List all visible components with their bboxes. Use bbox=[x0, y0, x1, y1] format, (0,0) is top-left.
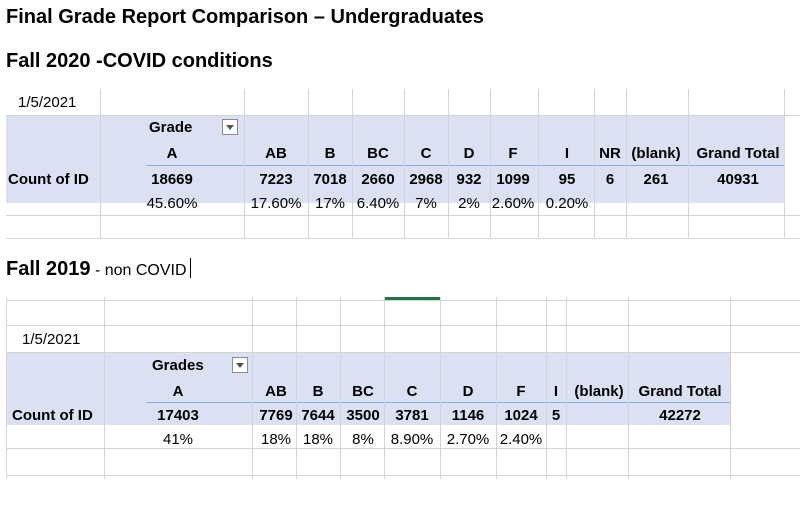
count-cell: 2660 bbox=[361, 171, 395, 188]
percent-cell: 41% bbox=[162, 431, 194, 448]
percent-cell: 2% bbox=[458, 195, 480, 212]
count-cell: 17403 bbox=[157, 407, 199, 424]
header-cell: C bbox=[420, 145, 432, 162]
percent-cell: 2.40% bbox=[499, 431, 543, 448]
percent-cell: 0.20% bbox=[545, 195, 589, 212]
header-cell: BC bbox=[367, 145, 389, 162]
filter-dropdown-button[interactable] bbox=[232, 357, 248, 373]
field-label: Grade bbox=[149, 119, 193, 136]
count-cell: 932 bbox=[456, 171, 482, 188]
header-cell: Grand Total bbox=[696, 145, 780, 162]
filter-dropdown-button[interactable] bbox=[222, 119, 238, 135]
count-cell: 7769 bbox=[259, 407, 293, 424]
count-cell: 42272 bbox=[659, 407, 701, 424]
percent-cell: 17% bbox=[314, 195, 346, 212]
count-cell: 1146 bbox=[451, 407, 485, 424]
header-cell: B bbox=[324, 145, 336, 162]
count-cell: 95 bbox=[558, 171, 576, 188]
report-title: Final Grade Report Comparison – Undergra… bbox=[6, 6, 484, 28]
count-cell: 40931 bbox=[717, 171, 759, 188]
header-cell: B bbox=[312, 383, 324, 400]
date-cell[interactable]: 1/5/2021 bbox=[18, 94, 77, 111]
percent-cell: 6.40% bbox=[356, 195, 400, 212]
field-label: Grades bbox=[152, 357, 204, 374]
header-cell: F bbox=[508, 145, 518, 162]
fall-2019-pivot-table: 1/5/2021 Grades A AB B BC C D F I (blank… bbox=[6, 297, 800, 479]
header-cell: D bbox=[463, 145, 475, 162]
header-cell: I bbox=[553, 383, 559, 400]
header-cell: C bbox=[406, 383, 418, 400]
header-cell: A bbox=[166, 145, 178, 162]
count-cell: 2968 bbox=[409, 171, 443, 188]
percent-cell: 17.60% bbox=[250, 195, 302, 212]
percent-cell: 8% bbox=[352, 431, 374, 448]
percent-cell: 18% bbox=[302, 431, 334, 448]
count-cell: 261 bbox=[643, 171, 669, 188]
header-cell: BC bbox=[352, 383, 374, 400]
header-cell: I bbox=[564, 145, 570, 162]
count-cell: 1024 bbox=[504, 407, 538, 424]
header-cell: NR bbox=[599, 145, 621, 162]
row-label: Count of ID bbox=[12, 407, 93, 424]
header-cell: Grand Total bbox=[638, 383, 722, 400]
row-label: Count of ID bbox=[8, 171, 89, 188]
header-cell: D bbox=[462, 383, 474, 400]
header-cell: AB bbox=[265, 145, 287, 162]
header-cell: AB bbox=[265, 383, 287, 400]
non-covid-note: - non COVID bbox=[90, 262, 187, 279]
header-cell: A bbox=[172, 383, 184, 400]
fall-2019-label: Fall 2019 bbox=[6, 258, 91, 280]
header-cell: F bbox=[516, 383, 526, 400]
count-cell: 7644 bbox=[301, 407, 335, 424]
header-cell: (blank) bbox=[574, 383, 624, 400]
fall-2019-heading: Fall 2019 - non COVID bbox=[6, 258, 191, 281]
date-cell[interactable]: 1/5/2021 bbox=[22, 331, 81, 348]
count-cell: 18669 bbox=[151, 171, 193, 188]
count-cell: 7223 bbox=[259, 171, 293, 188]
fall-2020-heading: Fall 2020 -COVID conditions bbox=[6, 50, 273, 72]
count-cell: 3500 bbox=[346, 407, 380, 424]
count-cell: 3781 bbox=[395, 407, 429, 424]
percent-cell: 45.60% bbox=[146, 195, 198, 212]
count-cell: 5 bbox=[551, 407, 561, 424]
percent-cell: 8.90% bbox=[390, 431, 434, 448]
count-cell: 7018 bbox=[313, 171, 347, 188]
percent-cell: 7% bbox=[415, 195, 437, 212]
count-cell: 6 bbox=[605, 171, 615, 188]
text-cursor bbox=[189, 258, 191, 278]
fall-2020-pivot-table: 1/5/2021 Grade A AB B BC C D F I NR (bla… bbox=[6, 89, 800, 239]
count-cell: 1099 bbox=[496, 171, 530, 188]
header-cell: (blank) bbox=[631, 145, 681, 162]
percent-cell: 18% bbox=[260, 431, 292, 448]
percent-cell: 2.60% bbox=[491, 195, 535, 212]
percent-cell: 2.70% bbox=[446, 431, 490, 448]
